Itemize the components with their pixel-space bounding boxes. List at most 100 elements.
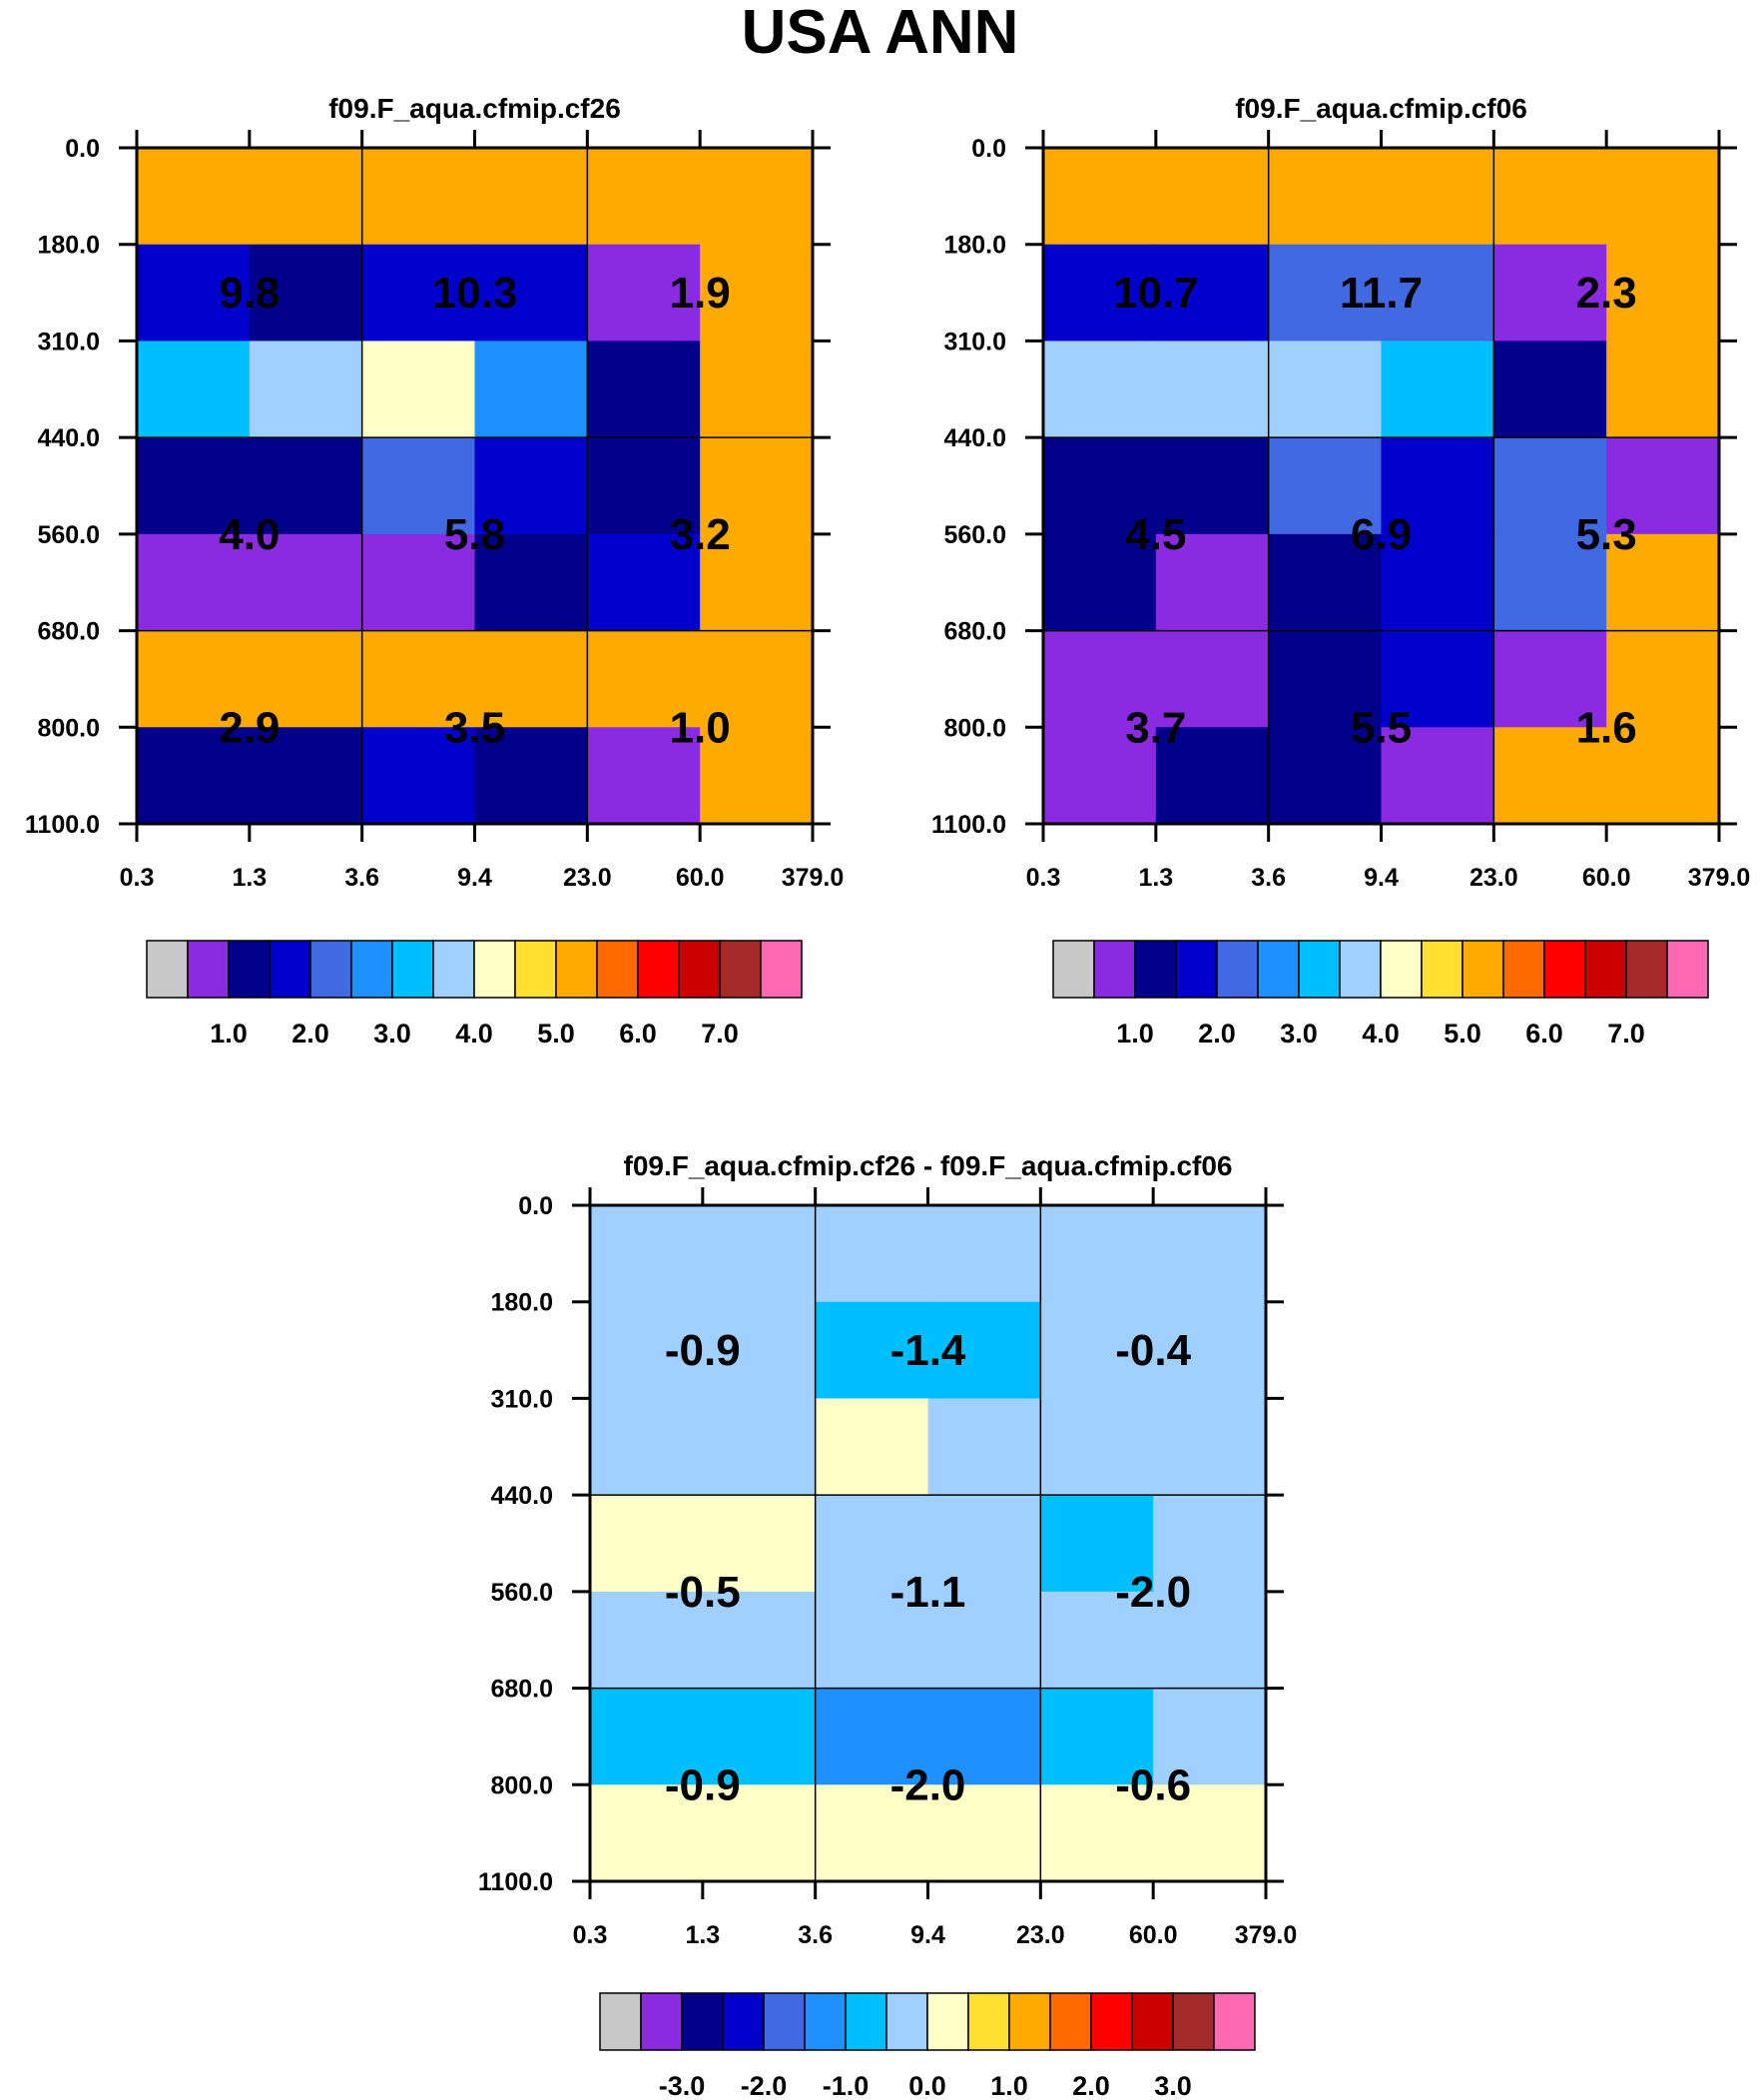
colorbar-swatch xyxy=(1216,940,1259,999)
heatmap-cell xyxy=(1155,727,1270,825)
colorbar-swatch xyxy=(1008,1992,1051,2051)
heatmap-cell xyxy=(702,1495,817,1593)
heatmap-cell xyxy=(1606,244,1720,343)
colorbar-label: -1.0 xyxy=(823,2071,870,2100)
colorbar-label: 6.0 xyxy=(619,1019,657,1049)
colorbar: 1.0 2.0 3.0 4.0 5.0 6.0 7.0 xyxy=(1052,940,1709,1049)
y-tick-label: 180.0 xyxy=(37,232,100,260)
heatmap-cell xyxy=(474,148,588,246)
colorbar-swatch xyxy=(146,940,189,999)
heatmap-cell xyxy=(702,1591,817,1690)
heatmap-cell xyxy=(590,1398,704,1496)
y-tick-label: 680.0 xyxy=(943,618,1006,646)
y-tick-label: 310.0 xyxy=(490,1385,553,1413)
heatmap-cell xyxy=(927,1205,1041,1303)
heatmap-cell xyxy=(1040,1301,1154,1400)
heatmap-cell xyxy=(815,1495,929,1593)
cell-value-label: 10.7 xyxy=(1113,269,1199,318)
heatmap-cell xyxy=(927,1688,1041,1785)
cell-value-label: 2.3 xyxy=(1576,269,1637,318)
heatmap-cell xyxy=(1268,727,1383,825)
heatmap-cell xyxy=(1153,1784,1267,1882)
colorbar-swatch xyxy=(885,1992,928,2051)
cell-value-label: 1.0 xyxy=(670,703,731,752)
heatmap-cell xyxy=(474,244,588,343)
heatmap-cell xyxy=(700,148,814,246)
heatmap-cell xyxy=(1040,1205,1154,1303)
heatmap-cell xyxy=(1606,533,1720,632)
colorbar-swatch xyxy=(1666,940,1709,999)
colorbar-swatch xyxy=(432,940,475,999)
heatmap-cell xyxy=(815,1205,929,1303)
y-tick-label: 0.0 xyxy=(971,135,1006,163)
colorbar-label: -2.0 xyxy=(741,2071,788,2100)
cell-value-label: -1.1 xyxy=(890,1568,966,1617)
colorbar-swatch xyxy=(1093,940,1136,999)
y-tick-label: 560.0 xyxy=(37,521,100,549)
y-tick-label: 440.0 xyxy=(37,424,100,452)
y-tick-label: 800.0 xyxy=(943,714,1006,742)
cell-value-label: 2.9 xyxy=(219,703,280,752)
heatmap-cell xyxy=(815,1301,929,1400)
cell-value-label: 4.0 xyxy=(219,510,280,559)
heatmap-cell xyxy=(927,1784,1041,1882)
heatmap-cell xyxy=(587,148,701,246)
heatmap-cell xyxy=(474,533,588,632)
cell-value-label: 5.8 xyxy=(444,510,505,559)
colorbar-swatch xyxy=(555,940,598,999)
colorbar-swatch xyxy=(1462,940,1504,999)
colorbar-swatch xyxy=(391,940,434,999)
colorbar-swatch xyxy=(1175,940,1218,999)
colorbar-swatch xyxy=(804,1992,847,2051)
colorbar-label: 1.0 xyxy=(1116,1019,1154,1049)
panel-2: f09.F_aqua.cfmip.cf06 0.0 180.0 310.0 440.0 5… xyxy=(931,93,1750,1049)
y-tick-label: 180.0 xyxy=(490,1289,553,1317)
colorbar-swatch xyxy=(719,940,762,999)
heatmap-cell xyxy=(587,727,701,825)
x-tick-label: 0.3 xyxy=(120,864,155,892)
heatmap-cell xyxy=(1606,727,1720,825)
cell-value-label: -0.4 xyxy=(1115,1326,1191,1375)
heatmap-cell xyxy=(361,148,476,246)
colorbar-swatch xyxy=(1134,940,1177,999)
heatmap-cell xyxy=(1493,148,1607,246)
colorbar-swatch xyxy=(1502,940,1545,999)
heatmap-cell xyxy=(249,437,363,535)
heatmap-cell xyxy=(1381,437,1494,535)
panel-title: f09.F_aqua.cfmip.cf26 - f09.F_aqua.cfmip… xyxy=(624,1150,1233,1181)
cell-value-label: 10.3 xyxy=(432,269,518,318)
x-tick-label: 23.0 xyxy=(1469,864,1518,892)
heatmap-cell xyxy=(587,341,701,438)
x-tick-label: 379.0 xyxy=(782,864,845,892)
heatmap-cell xyxy=(137,727,251,825)
heatmap-cell xyxy=(1043,341,1157,438)
heatmap-cell xyxy=(361,244,476,343)
y-tick-label: 440.0 xyxy=(943,424,1006,452)
colorbar-swatch xyxy=(967,1992,1010,2051)
heatmap-cell xyxy=(249,630,363,728)
x-tick-label: 60.0 xyxy=(676,864,725,892)
colorbar-swatch xyxy=(228,940,271,999)
colorbar-swatch xyxy=(1090,1992,1133,2051)
heatmap-cell xyxy=(1153,1688,1267,1785)
colorbar-label: 1.0 xyxy=(990,2071,1028,2100)
colorbar-swatch xyxy=(187,940,230,999)
colorbar-swatch xyxy=(473,940,516,999)
colorbar-swatch xyxy=(596,940,639,999)
y-tick-label: 440.0 xyxy=(490,1482,553,1510)
x-tick-label: 9.4 xyxy=(457,864,492,892)
heatmap-cell xyxy=(700,727,814,825)
heatmap-cell xyxy=(1493,437,1607,535)
heatmap-cell xyxy=(1040,1591,1154,1690)
panel-title: f09.F_aqua.cfmip.cf26 xyxy=(328,93,621,124)
heatmap-cell xyxy=(590,1784,704,1882)
colorbar-label: 7.0 xyxy=(1607,1019,1645,1049)
x-tick-label: 0.3 xyxy=(1026,864,1061,892)
heatmap-cell xyxy=(1155,533,1270,632)
colorbar: -3.0 -2.0 -1.0 0.0 1.0 2.0 3.0 xyxy=(599,1992,1256,2100)
heatmap-cell xyxy=(249,727,363,825)
colorbar-label: 5.0 xyxy=(1444,1019,1481,1049)
colorbar-swatch xyxy=(926,1992,969,2051)
y-tick-label: 1100.0 xyxy=(478,1868,553,1896)
